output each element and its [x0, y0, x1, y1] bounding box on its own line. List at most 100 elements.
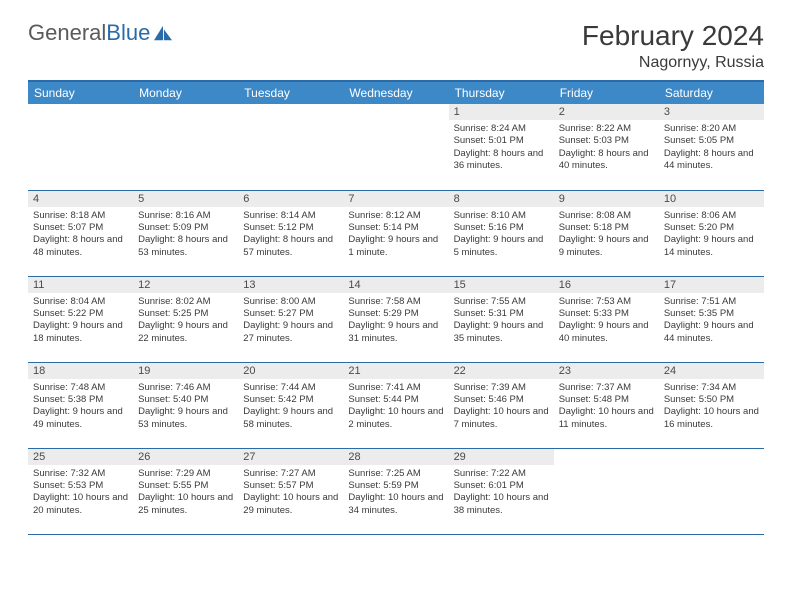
- sunset-text: Sunset: 5:05 PM: [664, 135, 759, 147]
- daylight-text: Daylight: 8 hours and 48 minutes.: [33, 234, 128, 259]
- day-number: 14: [343, 277, 448, 293]
- calendar-day: 10Sunrise: 8:06 AMSunset: 5:20 PMDayligh…: [659, 190, 764, 276]
- day-number: 6: [238, 191, 343, 207]
- day-detail: Sunrise: 7:55 AMSunset: 5:31 PMDaylight:…: [449, 293, 554, 349]
- daylight-text: Daylight: 9 hours and 53 minutes.: [138, 406, 233, 431]
- day-number: 29: [449, 449, 554, 465]
- calendar-week: 11Sunrise: 8:04 AMSunset: 5:22 PMDayligh…: [28, 276, 764, 362]
- daylight-text: Daylight: 8 hours and 57 minutes.: [243, 234, 338, 259]
- sunset-text: Sunset: 5:01 PM: [454, 135, 549, 147]
- day-detail: Sunrise: 8:22 AMSunset: 5:03 PMDaylight:…: [554, 120, 659, 176]
- calendar-day: 15Sunrise: 7:55 AMSunset: 5:31 PMDayligh…: [449, 276, 554, 362]
- sunset-text: Sunset: 5:50 PM: [664, 394, 759, 406]
- sunrise-text: Sunrise: 8:08 AM: [559, 210, 654, 222]
- calendar-day: 24Sunrise: 7:34 AMSunset: 5:50 PMDayligh…: [659, 362, 764, 448]
- daylight-text: Daylight: 8 hours and 53 minutes.: [138, 234, 233, 259]
- calendar-day: 21Sunrise: 7:41 AMSunset: 5:44 PMDayligh…: [343, 362, 448, 448]
- sunrise-text: Sunrise: 7:46 AM: [138, 382, 233, 394]
- daylight-text: Daylight: 9 hours and 40 minutes.: [559, 320, 654, 345]
- sunset-text: Sunset: 5:53 PM: [33, 480, 128, 492]
- calendar-day: 26Sunrise: 7:29 AMSunset: 5:55 PMDayligh…: [133, 448, 238, 534]
- day-detail: Sunrise: 7:46 AMSunset: 5:40 PMDaylight:…: [133, 379, 238, 435]
- sunrise-text: Sunrise: 8:04 AM: [33, 296, 128, 308]
- logo: GeneralBlue: [28, 20, 174, 46]
- sunrise-text: Sunrise: 7:27 AM: [243, 468, 338, 480]
- sunrise-text: Sunrise: 7:44 AM: [243, 382, 338, 394]
- calendar-day: [28, 104, 133, 190]
- day-detail: Sunrise: 7:41 AMSunset: 5:44 PMDaylight:…: [343, 379, 448, 435]
- calendar-day: 12Sunrise: 8:02 AMSunset: 5:25 PMDayligh…: [133, 276, 238, 362]
- day-detail: Sunrise: 8:12 AMSunset: 5:14 PMDaylight:…: [343, 207, 448, 263]
- day-detail: Sunrise: 7:51 AMSunset: 5:35 PMDaylight:…: [659, 293, 764, 349]
- day-number: 20: [238, 363, 343, 379]
- sunset-text: Sunset: 5:29 PM: [348, 308, 443, 320]
- day-number: 5: [133, 191, 238, 207]
- calendar-day: 28Sunrise: 7:25 AMSunset: 5:59 PMDayligh…: [343, 448, 448, 534]
- sunrise-text: Sunrise: 7:55 AM: [454, 296, 549, 308]
- weekday-header: Wednesday: [343, 82, 448, 104]
- daylight-text: Daylight: 10 hours and 29 minutes.: [243, 492, 338, 517]
- calendar-day: 23Sunrise: 7:37 AMSunset: 5:48 PMDayligh…: [554, 362, 659, 448]
- sunrise-text: Sunrise: 7:34 AM: [664, 382, 759, 394]
- daylight-text: Daylight: 9 hours and 22 minutes.: [138, 320, 233, 345]
- day-number: 25: [28, 449, 133, 465]
- location: Nagornyy, Russia: [582, 54, 764, 72]
- sunset-text: Sunset: 5:46 PM: [454, 394, 549, 406]
- daylight-text: Daylight: 9 hours and 5 minutes.: [454, 234, 549, 259]
- sunset-text: Sunset: 5:57 PM: [243, 480, 338, 492]
- weekday-header: Tuesday: [238, 82, 343, 104]
- calendar-day: 13Sunrise: 8:00 AMSunset: 5:27 PMDayligh…: [238, 276, 343, 362]
- sunrise-text: Sunrise: 8:10 AM: [454, 210, 549, 222]
- daylight-text: Daylight: 10 hours and 7 minutes.: [454, 406, 549, 431]
- calendar-day: 25Sunrise: 7:32 AMSunset: 5:53 PMDayligh…: [28, 448, 133, 534]
- day-number: 18: [28, 363, 133, 379]
- day-detail: Sunrise: 7:44 AMSunset: 5:42 PMDaylight:…: [238, 379, 343, 435]
- weekday-header: Monday: [133, 82, 238, 104]
- calendar-week: 1Sunrise: 8:24 AMSunset: 5:01 PMDaylight…: [28, 104, 764, 190]
- month-title: February 2024: [582, 20, 764, 52]
- day-detail: Sunrise: 8:06 AMSunset: 5:20 PMDaylight:…: [659, 207, 764, 263]
- calendar-day: 20Sunrise: 7:44 AMSunset: 5:42 PMDayligh…: [238, 362, 343, 448]
- day-detail: Sunrise: 8:00 AMSunset: 5:27 PMDaylight:…: [238, 293, 343, 349]
- daylight-text: Daylight: 9 hours and 27 minutes.: [243, 320, 338, 345]
- sunset-text: Sunset: 5:44 PM: [348, 394, 443, 406]
- day-detail: Sunrise: 7:32 AMSunset: 5:53 PMDaylight:…: [28, 465, 133, 521]
- day-detail: Sunrise: 7:53 AMSunset: 5:33 PMDaylight:…: [554, 293, 659, 349]
- daylight-text: Daylight: 10 hours and 34 minutes.: [348, 492, 443, 517]
- calendar-day: 9Sunrise: 8:08 AMSunset: 5:18 PMDaylight…: [554, 190, 659, 276]
- sunrise-text: Sunrise: 8:06 AM: [664, 210, 759, 222]
- day-number: 1: [449, 104, 554, 120]
- sunrise-text: Sunrise: 8:18 AM: [33, 210, 128, 222]
- sunset-text: Sunset: 5:38 PM: [33, 394, 128, 406]
- calendar-day: 7Sunrise: 8:12 AMSunset: 5:14 PMDaylight…: [343, 190, 448, 276]
- calendar-head: SundayMondayTuesdayWednesdayThursdayFrid…: [28, 82, 764, 104]
- calendar-day: 4Sunrise: 8:18 AMSunset: 5:07 PMDaylight…: [28, 190, 133, 276]
- sunset-text: Sunset: 5:09 PM: [138, 222, 233, 234]
- day-detail: Sunrise: 8:16 AMSunset: 5:09 PMDaylight:…: [133, 207, 238, 263]
- sunset-text: Sunset: 5:33 PM: [559, 308, 654, 320]
- daylight-text: Daylight: 9 hours and 1 minute.: [348, 234, 443, 259]
- daylight-text: Daylight: 10 hours and 38 minutes.: [454, 492, 549, 517]
- weekday-header: Sunday: [28, 82, 133, 104]
- daylight-text: Daylight: 8 hours and 40 minutes.: [559, 148, 654, 173]
- day-number: 23: [554, 363, 659, 379]
- daylight-text: Daylight: 9 hours and 58 minutes.: [243, 406, 338, 431]
- daylight-text: Daylight: 10 hours and 2 minutes.: [348, 406, 443, 431]
- calendar-day: 16Sunrise: 7:53 AMSunset: 5:33 PMDayligh…: [554, 276, 659, 362]
- sunset-text: Sunset: 5:55 PM: [138, 480, 233, 492]
- sunrise-text: Sunrise: 7:25 AM: [348, 468, 443, 480]
- calendar-body: 1Sunrise: 8:24 AMSunset: 5:01 PMDaylight…: [28, 104, 764, 534]
- sunrise-text: Sunrise: 7:32 AM: [33, 468, 128, 480]
- sunrise-text: Sunrise: 7:58 AM: [348, 296, 443, 308]
- sail-icon: [152, 24, 174, 42]
- sunrise-text: Sunrise: 7:41 AM: [348, 382, 443, 394]
- day-number: 13: [238, 277, 343, 293]
- sunset-text: Sunset: 5:16 PM: [454, 222, 549, 234]
- calendar-day: [133, 104, 238, 190]
- weekday-header: Thursday: [449, 82, 554, 104]
- sunrise-text: Sunrise: 8:00 AM: [243, 296, 338, 308]
- day-detail: Sunrise: 8:02 AMSunset: 5:25 PMDaylight:…: [133, 293, 238, 349]
- day-number: 28: [343, 449, 448, 465]
- weekday-row: SundayMondayTuesdayWednesdayThursdayFrid…: [28, 82, 764, 104]
- sunset-text: Sunset: 5:48 PM: [559, 394, 654, 406]
